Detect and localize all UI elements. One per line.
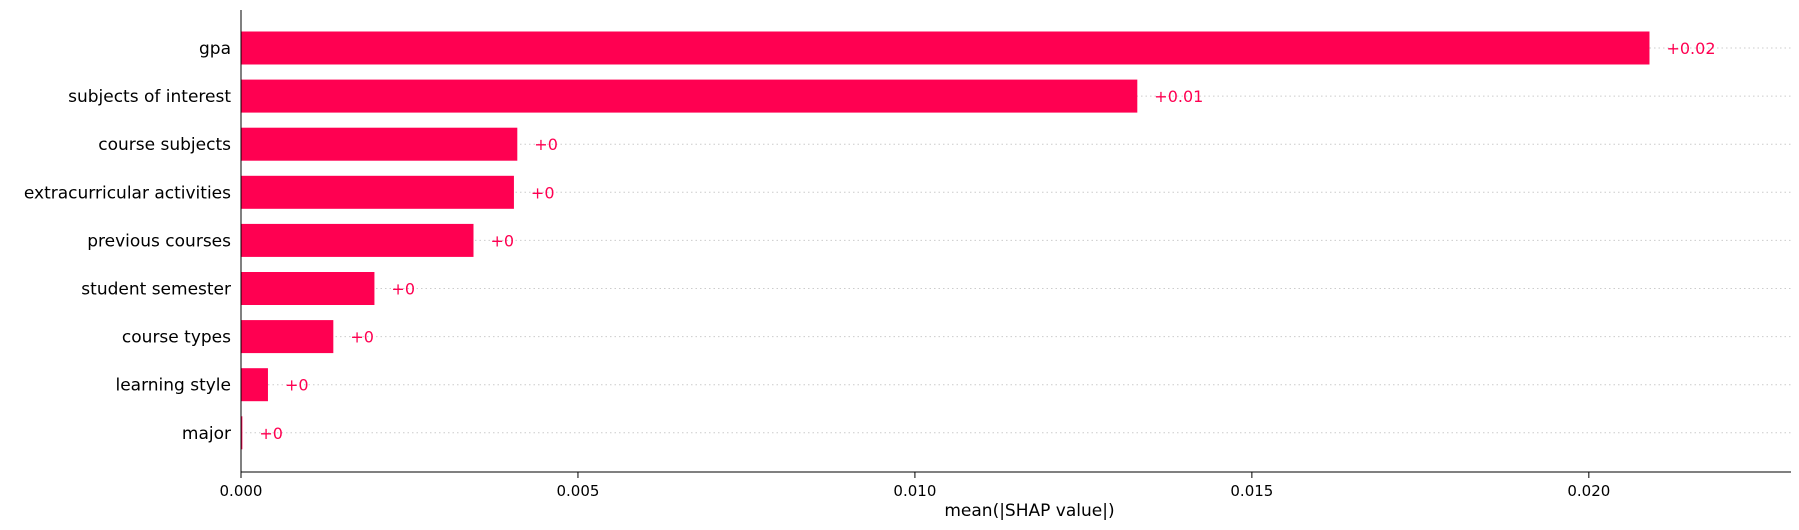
bar-course-subjects: [241, 127, 518, 161]
category-label: course subjects: [98, 135, 231, 155]
x-tick-label: 0.015: [1230, 482, 1273, 500]
value-label: +0: [350, 328, 374, 347]
x-tick-label: 0.000: [220, 482, 263, 500]
bar-learning-style: [241, 368, 268, 402]
bar-gpa: [241, 31, 1650, 65]
x-ticks: 0.000 0.005 0.010 0.015 0.020: [220, 472, 1610, 500]
value-label: +0: [285, 376, 309, 395]
bar-subjects-of-interest: [241, 79, 1138, 113]
bar-previous-courses: [241, 223, 474, 257]
category-labels: gpa subjects of interest course subjects ex…: [24, 39, 231, 444]
category-label: learning style: [115, 376, 231, 396]
value-label: +0.02: [1666, 39, 1715, 58]
category-label: previous courses: [87, 231, 231, 251]
category-label: subjects of interest: [68, 87, 231, 107]
category-label: course types: [122, 328, 231, 348]
x-tick-label: 0.010: [893, 482, 936, 500]
category-label: extracurricular activities: [24, 183, 231, 203]
value-label: +0: [531, 183, 555, 202]
category-label: student semester: [81, 280, 231, 300]
bar-student-semester: [241, 272, 375, 305]
x-axis-label: mean(|SHAP value|): [944, 501, 1114, 521]
bars: [241, 31, 1650, 450]
value-labels: +0.02 +0.01 +0 +0 +0 +0 +0 +0 +0: [259, 39, 1715, 443]
category-label: major: [182, 424, 231, 444]
value-label: +0: [259, 424, 283, 443]
value-label: +0: [534, 135, 558, 154]
x-tick-label: 0.005: [556, 482, 599, 500]
value-label: +0.01: [1154, 87, 1203, 106]
bar-course-types: [241, 320, 334, 354]
x-tick-label: 0.020: [1567, 482, 1610, 500]
bar-major: [241, 416, 243, 450]
category-label: gpa: [199, 39, 231, 59]
value-label: +0: [391, 280, 415, 299]
bar-extracurricular-activities: [241, 175, 514, 209]
value-label: +0: [491, 231, 515, 250]
